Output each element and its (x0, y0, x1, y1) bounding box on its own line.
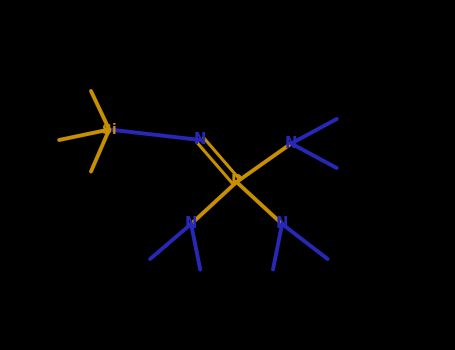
Text: N: N (285, 136, 298, 151)
Text: P: P (231, 175, 242, 189)
Text: N: N (276, 217, 288, 231)
Text: N: N (194, 133, 207, 147)
Text: Si: Si (102, 122, 116, 136)
Text: N: N (185, 217, 197, 231)
